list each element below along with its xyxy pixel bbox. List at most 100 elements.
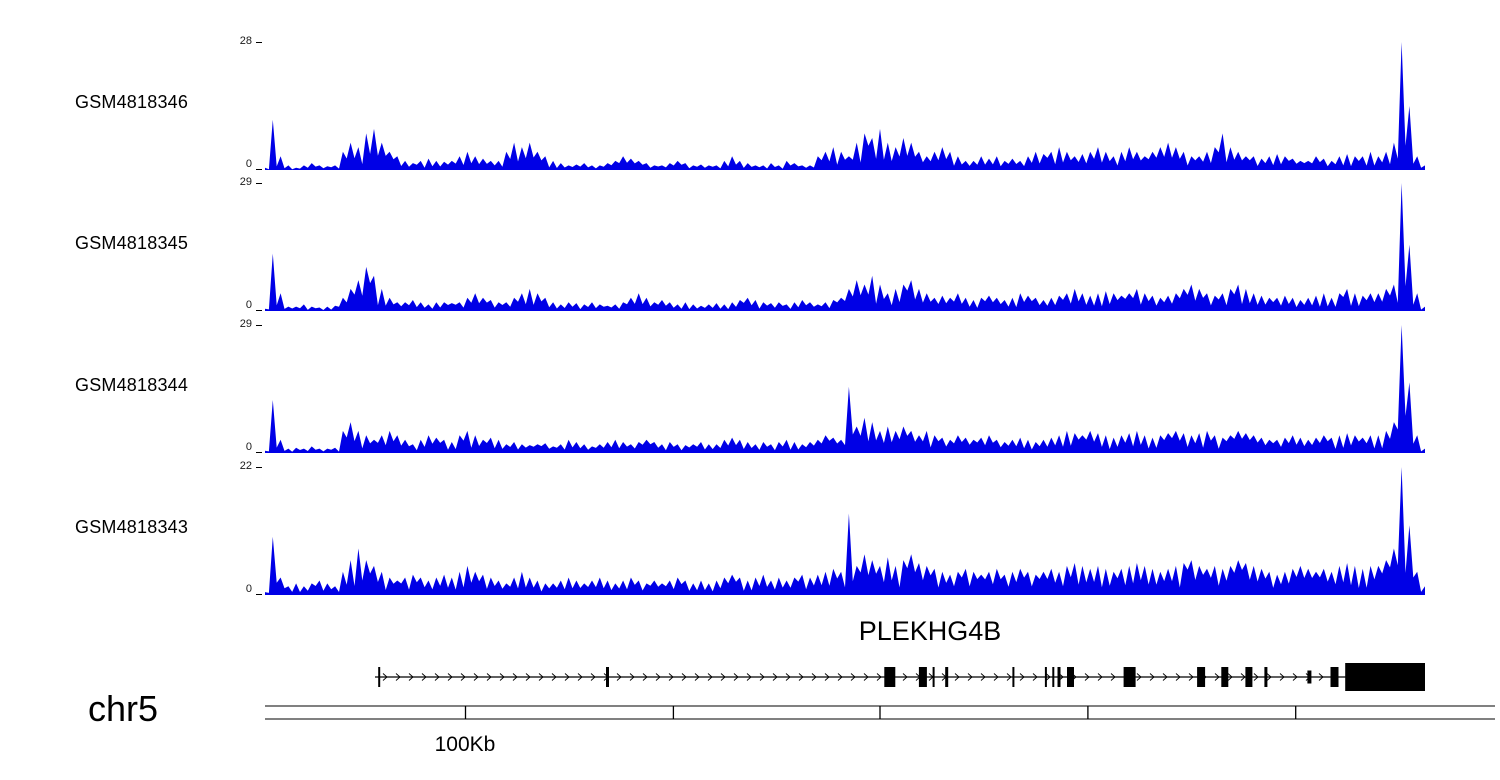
strand-arrow-icon [421,673,427,681]
strand-arrow-icon [564,673,570,681]
strand-arrow-icon [1227,673,1233,681]
strand-arrow-icon [590,673,596,681]
strand-arrow-icon [1279,673,1285,681]
strand-arrow-icon [733,673,739,681]
track-row: GSM4818345 29 0 [0,176,1500,311]
strand-arrow-icon [837,673,843,681]
exon [1197,667,1206,687]
strand-arrow-icon [525,673,531,681]
strand-arrow-icon [824,673,830,681]
strand-arrow-icon [1149,673,1155,681]
track-label: GSM4818345 [75,233,189,253]
track-row: GSM4818343 22 0 [0,460,1500,595]
exon [1345,663,1425,691]
exon [918,667,927,687]
strand-arrow-icon [798,673,804,681]
strand-arrow-icon [1318,673,1324,681]
y-axis-tick [256,169,262,170]
exon [1221,667,1229,687]
strand-arrow-icon [434,673,440,681]
strand-arrow-icon [616,673,622,681]
strand-arrow-icon [876,673,882,681]
exon [1264,667,1268,687]
strand-arrow-icon [460,673,466,681]
strand-arrow-icon [720,673,726,681]
exon [1245,667,1253,687]
track-row: GSM4818346 28 0 [0,35,1500,170]
y-axis-tick [256,594,262,595]
strand-arrow-icon [1240,673,1246,681]
gene-track [375,663,1425,691]
strand-arrow-icon [1084,673,1090,681]
strand-arrow-icon [967,673,973,681]
strand-arrow-icon [1253,673,1259,681]
exon [1330,667,1339,687]
strand-arrow-icon [668,673,674,681]
track-label: GSM4818343 [75,517,189,537]
strand-arrow-icon [1162,673,1168,681]
strand-arrow-icon [512,673,518,681]
strand-arrow-icon [395,673,401,681]
exon [1057,667,1061,687]
y-axis-tick [256,42,262,43]
strand-arrow-icon [551,673,557,681]
exon [1052,667,1055,687]
strand-arrow-icon [655,673,661,681]
coverage-plot [265,42,1425,170]
strand-arrow-icon [772,673,778,681]
strand-arrow-icon [1110,673,1116,681]
strand-arrow-icon [1214,673,1220,681]
coverage-area [265,42,1425,170]
y-axis-zero-label: 0 [245,583,252,595]
exon [884,667,896,687]
y-axis-tick [256,325,262,326]
strand-arrow-icon [382,673,388,681]
strand-arrow-icon [473,673,479,681]
y-axis-max-label: 29 [239,176,252,188]
strand-arrow-icon [863,673,869,681]
exon [378,667,381,687]
y-axis-max-label: 28 [239,35,252,47]
strand-arrow-icon [499,673,505,681]
exon [1123,667,1136,687]
genome-ruler [265,705,1495,720]
strand-arrow-icon [577,673,583,681]
track-label: GSM4818346 [75,92,189,112]
strand-arrow-icon [1136,673,1142,681]
y-axis-max-label: 29 [239,318,252,330]
strand-arrow-icon [1266,673,1272,681]
exon [932,667,935,687]
gene-name: PLEKHG4B [858,616,1002,646]
coverage-plot [265,467,1425,595]
strand-arrow-icon [694,673,700,681]
strand-arrow-icon [902,673,908,681]
strand-arrow-icon [1006,673,1012,681]
coverage-area [265,325,1425,453]
exon [1307,670,1312,684]
strand-arrow-icon [447,673,453,681]
strand-arrow-icon [1045,673,1051,681]
strand-arrow-icon [1032,673,1038,681]
strand-arrow-icon [1292,673,1298,681]
strand-arrow-icon [980,673,986,681]
coverage-plot [265,183,1425,311]
exon [1044,667,1047,687]
strand-arrow-icon [850,673,856,681]
strand-arrow-icon [408,673,414,681]
y-axis-zero-label: 0 [245,299,252,311]
chromosome-label: chr5 [88,688,159,729]
strand-arrow-icon [681,673,687,681]
track-label: GSM4818344 [75,375,189,395]
coverage-area [265,467,1425,595]
y-axis-tick [256,452,262,453]
strand-arrow-icon [785,673,791,681]
strand-arrow-icon [486,673,492,681]
y-axis-tick [256,467,262,468]
exon [606,667,609,687]
strand-arrow-icon [811,673,817,681]
strand-arrow-icon [1019,673,1025,681]
strand-arrow-icon [538,673,544,681]
strand-arrow-icon [993,673,999,681]
strand-arrow-icon [954,673,960,681]
strand-arrow-icon [1175,673,1181,681]
